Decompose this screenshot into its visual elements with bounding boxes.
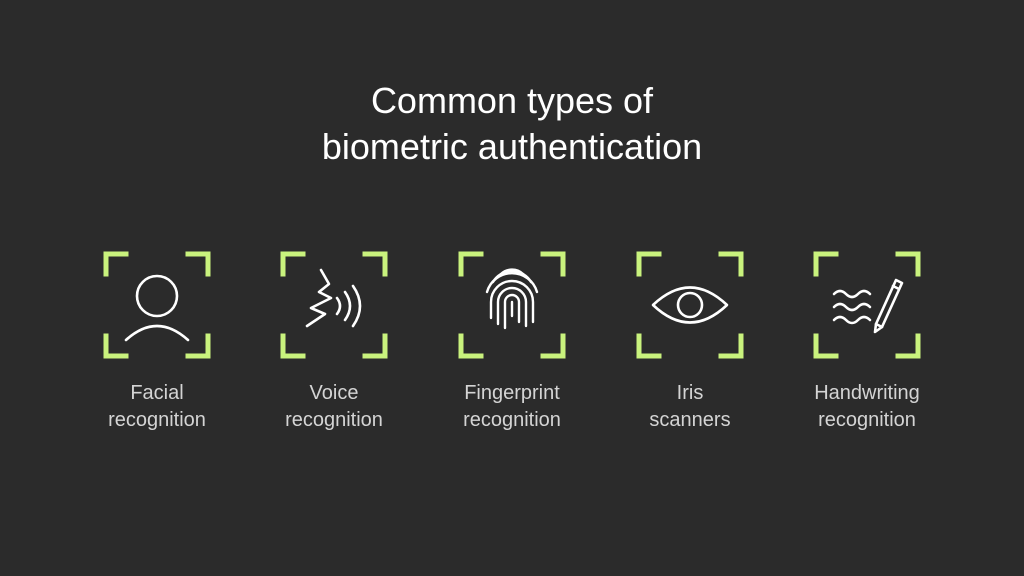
- card-label: Fingerprint recognition: [437, 380, 587, 434]
- page-title: Common types of biometric authentication: [0, 78, 1024, 170]
- card-label: Handwriting recognition: [792, 380, 942, 434]
- label-line-2: recognition: [818, 409, 916, 431]
- title-line-2: biometric authentication: [321, 126, 703, 167]
- title-line-1: Common types of: [370, 80, 654, 121]
- eye-icon: [636, 251, 744, 359]
- card-fingerprint-recognition: Fingerprint recognition: [437, 251, 587, 434]
- label-line-1: Handwriting: [814, 382, 920, 404]
- card-label: Voice recognition: [259, 380, 409, 434]
- label-line-2: recognition: [463, 409, 561, 431]
- label-line-2: recognition: [108, 409, 206, 431]
- label-line-1: Iris: [676, 382, 704, 404]
- scan-frame: [813, 251, 921, 359]
- card-handwriting-recognition: Handwriting recognition: [792, 251, 942, 434]
- card-facial-recognition: Facial recognition: [82, 251, 232, 434]
- card-voice-recognition: Voice recognition: [259, 251, 409, 434]
- face-icon: [103, 251, 211, 359]
- label-line-1: Voice: [309, 382, 359, 404]
- label-line-2: recognition: [285, 409, 383, 431]
- scan-frame: [103, 251, 211, 359]
- fingerprint-icon: [458, 251, 566, 359]
- handwriting-icon: [813, 251, 921, 359]
- scan-frame: [636, 251, 744, 359]
- scan-frame: [458, 251, 566, 359]
- card-iris-scanners: Iris scanners: [615, 251, 765, 434]
- label-line-1: Fingerprint: [464, 382, 560, 404]
- voice-icon: [280, 251, 388, 359]
- label-line-1: Facial: [130, 382, 184, 404]
- card-label: Iris scanners: [615, 380, 765, 434]
- card-label: Facial recognition: [82, 380, 232, 434]
- scan-frame: [280, 251, 388, 359]
- label-line-2: scanners: [649, 409, 731, 431]
